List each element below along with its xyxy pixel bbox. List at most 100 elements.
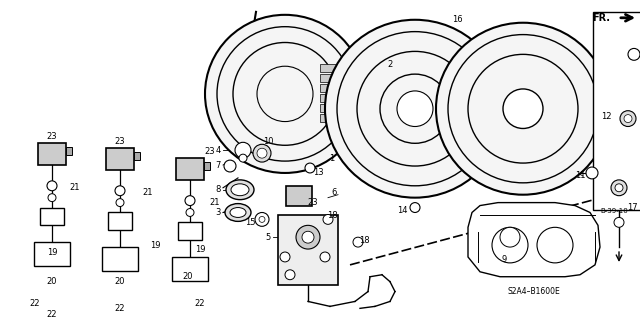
Text: 17: 17 bbox=[627, 203, 637, 212]
Bar bbox=[102, 247, 138, 271]
Circle shape bbox=[302, 231, 314, 243]
Text: 19: 19 bbox=[47, 248, 57, 256]
Circle shape bbox=[614, 218, 624, 227]
Circle shape bbox=[296, 225, 320, 249]
Circle shape bbox=[492, 227, 528, 263]
Text: 13: 13 bbox=[313, 168, 323, 177]
Circle shape bbox=[257, 148, 267, 158]
Text: 18: 18 bbox=[326, 211, 337, 220]
Circle shape bbox=[373, 112, 387, 125]
Text: 3: 3 bbox=[215, 208, 221, 217]
Text: 20: 20 bbox=[115, 277, 125, 286]
Text: FR.: FR. bbox=[592, 13, 610, 23]
Circle shape bbox=[500, 227, 520, 247]
Text: 19: 19 bbox=[150, 241, 160, 249]
Text: 21: 21 bbox=[210, 198, 220, 207]
Text: 22: 22 bbox=[47, 310, 57, 319]
Text: 21: 21 bbox=[70, 183, 80, 192]
Circle shape bbox=[611, 180, 627, 196]
Circle shape bbox=[205, 15, 365, 173]
Circle shape bbox=[353, 237, 363, 247]
Circle shape bbox=[325, 20, 505, 198]
Bar bbox=[320, 74, 348, 82]
Bar bbox=[134, 152, 140, 160]
Circle shape bbox=[537, 227, 573, 263]
Text: 6: 6 bbox=[332, 188, 337, 197]
Bar bbox=[320, 84, 348, 92]
Bar bbox=[106, 148, 134, 170]
Circle shape bbox=[48, 194, 56, 202]
Circle shape bbox=[253, 144, 271, 162]
Bar bbox=[178, 222, 202, 240]
Circle shape bbox=[115, 186, 125, 196]
Text: 20: 20 bbox=[47, 277, 57, 286]
Text: 23: 23 bbox=[308, 198, 318, 207]
Bar bbox=[320, 104, 348, 112]
Ellipse shape bbox=[230, 208, 246, 218]
Text: 5: 5 bbox=[266, 233, 271, 242]
Text: 21: 21 bbox=[143, 188, 153, 197]
Text: 9: 9 bbox=[501, 256, 507, 264]
Circle shape bbox=[185, 196, 195, 205]
Bar bbox=[38, 143, 66, 165]
Circle shape bbox=[628, 48, 640, 60]
Bar bbox=[286, 186, 312, 205]
Circle shape bbox=[235, 142, 251, 158]
Bar bbox=[320, 94, 348, 102]
Text: 23: 23 bbox=[205, 147, 215, 156]
Circle shape bbox=[436, 23, 610, 195]
Circle shape bbox=[186, 209, 194, 216]
Text: 2: 2 bbox=[387, 60, 392, 69]
Circle shape bbox=[586, 167, 598, 179]
Text: 14: 14 bbox=[397, 206, 407, 215]
Bar bbox=[40, 208, 64, 225]
Text: B-39-10: B-39-10 bbox=[600, 207, 628, 213]
Text: 8: 8 bbox=[215, 185, 221, 194]
Bar bbox=[320, 114, 348, 122]
Circle shape bbox=[280, 252, 290, 262]
Ellipse shape bbox=[225, 204, 251, 221]
Bar bbox=[278, 215, 338, 285]
Bar bbox=[320, 64, 348, 72]
Text: 23: 23 bbox=[115, 137, 125, 146]
Bar bbox=[34, 242, 70, 266]
Text: 19: 19 bbox=[195, 245, 205, 254]
Ellipse shape bbox=[231, 184, 249, 196]
Circle shape bbox=[624, 115, 632, 122]
Circle shape bbox=[224, 160, 236, 172]
Circle shape bbox=[47, 181, 57, 191]
Bar bbox=[593, 12, 640, 210]
Circle shape bbox=[323, 214, 333, 224]
Text: 23: 23 bbox=[47, 132, 58, 141]
Text: 4: 4 bbox=[216, 146, 221, 155]
Circle shape bbox=[503, 89, 543, 129]
Text: 11: 11 bbox=[575, 171, 585, 181]
Circle shape bbox=[255, 212, 269, 226]
Text: 16: 16 bbox=[452, 15, 462, 24]
Text: S2A4–B1600E: S2A4–B1600E bbox=[508, 287, 561, 296]
Bar bbox=[172, 257, 208, 281]
Text: 10: 10 bbox=[263, 137, 273, 146]
Text: 1: 1 bbox=[330, 154, 335, 163]
Text: 20: 20 bbox=[183, 272, 193, 281]
Text: 22: 22 bbox=[195, 299, 205, 308]
Circle shape bbox=[116, 199, 124, 207]
Circle shape bbox=[285, 270, 295, 280]
Circle shape bbox=[620, 111, 636, 127]
Circle shape bbox=[410, 203, 420, 212]
Polygon shape bbox=[468, 203, 600, 277]
Text: 22: 22 bbox=[115, 304, 125, 313]
Bar bbox=[108, 212, 132, 230]
Text: 22: 22 bbox=[29, 299, 40, 308]
Bar bbox=[176, 158, 204, 180]
Circle shape bbox=[615, 184, 623, 192]
Circle shape bbox=[239, 154, 247, 162]
Text: 12: 12 bbox=[601, 112, 611, 121]
Bar bbox=[204, 162, 210, 170]
Circle shape bbox=[320, 252, 330, 262]
Text: 18: 18 bbox=[358, 236, 369, 245]
Text: 7: 7 bbox=[215, 160, 221, 169]
Text: 15: 15 bbox=[244, 218, 255, 227]
Bar bbox=[66, 147, 72, 155]
Ellipse shape bbox=[226, 180, 254, 200]
